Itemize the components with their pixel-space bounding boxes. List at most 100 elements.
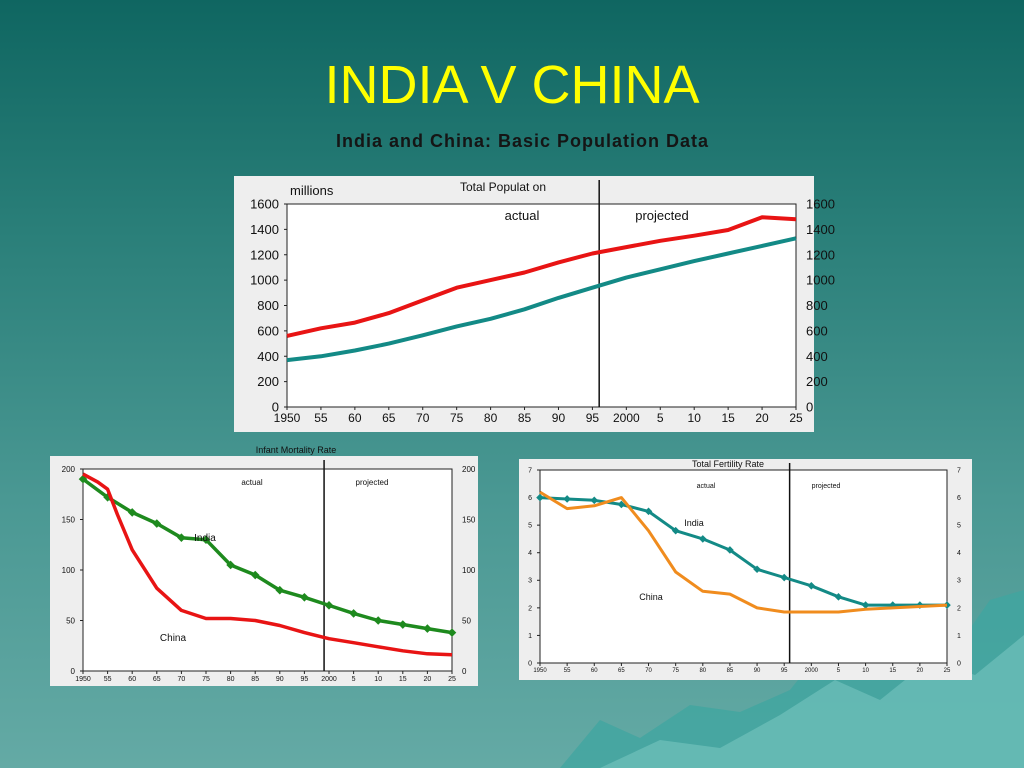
- x-tick-label: 60: [591, 668, 598, 674]
- y-tick-label-right: 1000: [806, 273, 835, 288]
- region-label-projected: projected: [812, 483, 841, 490]
- region-label-projected: projected: [635, 208, 688, 223]
- y-tick-label-right: 400: [806, 349, 828, 364]
- x-tick-label: 95: [781, 668, 788, 674]
- x-tick-label: 65: [618, 668, 625, 674]
- data-point-marker: [699, 535, 707, 543]
- y-tick-label-right: 7: [957, 467, 961, 474]
- x-tick-label: 60: [348, 411, 362, 425]
- x-tick-label: 55: [314, 411, 328, 425]
- x-tick-label: 75: [672, 668, 679, 674]
- y-tick-label-left: 100: [62, 566, 76, 575]
- x-tick-label: 10: [374, 676, 382, 683]
- y-tick-label-right: 200: [462, 465, 476, 474]
- x-tick-label: 95: [586, 411, 600, 425]
- y-tick-label-right: 50: [462, 616, 471, 625]
- x-tick-label: 1950: [533, 668, 547, 674]
- data-point-marker: [563, 495, 571, 503]
- data-point-marker: [807, 582, 816, 590]
- region-label-actual: actual: [505, 208, 540, 223]
- y-tick-label-left: 3: [528, 578, 532, 585]
- data-point-marker: [753, 565, 761, 574]
- y-tick-label-right: 2: [957, 605, 961, 612]
- x-tick-label: 75: [450, 411, 464, 425]
- x-tick-label: 15: [889, 668, 896, 674]
- data-point-marker: [726, 546, 734, 554]
- x-tick-label: 25: [789, 411, 803, 425]
- y-tick-label-left: 400: [257, 349, 279, 364]
- y-tick-label-right: 0: [462, 667, 467, 676]
- y-tick-label-right: 1600: [806, 197, 835, 212]
- x-tick-label: 5: [352, 676, 356, 683]
- chart-title: Infant Mortality Rate: [256, 445, 337, 455]
- series-label-china: China: [639, 592, 663, 602]
- x-tick-label: 90: [552, 411, 566, 425]
- y-tick-label-left: 200: [62, 465, 76, 474]
- y-tick-label-left: 800: [257, 298, 279, 313]
- y-tick-label-left: 50: [66, 616, 75, 625]
- y-tick-label-left: 2: [528, 605, 532, 612]
- region-label-projected: projected: [356, 478, 389, 487]
- y-tick-label-right: 4: [957, 550, 961, 557]
- data-point-marker: [201, 535, 211, 544]
- data-point-marker: [398, 620, 408, 629]
- data-point-marker: [834, 593, 843, 601]
- x-tick-label: 15: [399, 676, 407, 683]
- x-tick-label: 80: [484, 411, 498, 425]
- y-tick-label-left: 7: [528, 467, 532, 474]
- data-point-marker: [536, 493, 544, 502]
- x-tick-label: 10: [862, 668, 869, 674]
- series-line-0: [286, 215, 797, 338]
- data-point-marker: [127, 508, 137, 517]
- series-line-1: [286, 236, 797, 363]
- y-tick-label-left: 0: [528, 660, 532, 667]
- series-line-china: [539, 490, 948, 614]
- x-tick-label: 1950: [75, 676, 91, 683]
- series-line-china: [82, 472, 453, 657]
- y-tick-label-right: 1: [957, 633, 961, 640]
- y-tick-label-left: 600: [257, 323, 279, 338]
- x-tick-label: 65: [382, 411, 396, 425]
- y-tick-label-left: 1000: [250, 273, 279, 288]
- data-point-marker: [275, 585, 285, 595]
- x-tick-label: 2000: [321, 676, 337, 683]
- x-tick-label: 10: [688, 411, 702, 425]
- y-tick-label-right: 3: [957, 578, 961, 585]
- y-tick-label-left: 6: [528, 495, 532, 502]
- data-point-marker: [177, 533, 186, 542]
- y-tick-label-left: 150: [62, 515, 76, 524]
- y-tick-label-right: 5: [957, 523, 961, 530]
- y-tick-label-right: 0: [806, 400, 813, 415]
- y-tick-label-left: 5: [528, 523, 532, 530]
- x-tick-label: 60: [128, 676, 136, 683]
- data-point-marker: [780, 573, 788, 582]
- y-axis-label: millions: [290, 183, 334, 198]
- slide-title: INDIA V CHINA: [324, 55, 700, 115]
- x-tick-label: 25: [448, 676, 456, 683]
- x-tick-label: 70: [178, 676, 186, 683]
- y-tick-label-right: 150: [462, 515, 476, 524]
- x-tick-label: 2000: [805, 668, 819, 674]
- x-tick-label: 25: [944, 668, 951, 674]
- x-tick-label: 85: [251, 676, 259, 683]
- y-tick-label-left: 200: [257, 374, 279, 389]
- data-point-marker: [447, 628, 457, 637]
- x-tick-label: 15: [721, 411, 735, 425]
- series-label-china: China: [160, 633, 187, 644]
- chart-title: Total Fertility Rate: [692, 459, 764, 469]
- y-tick-label-left: 0: [272, 400, 279, 415]
- y-tick-label-left: 4: [528, 550, 532, 557]
- y-tick-label-left: 1600: [250, 197, 279, 212]
- data-point-marker: [423, 624, 432, 633]
- x-tick-label: 55: [564, 668, 571, 674]
- data-point-marker: [226, 560, 235, 570]
- data-point-marker: [152, 519, 162, 528]
- data-point-marker: [861, 601, 870, 609]
- data-point-marker: [250, 570, 260, 580]
- x-tick-label: 85: [727, 668, 734, 674]
- y-tick-label-left: 0: [71, 667, 76, 676]
- x-tick-label: 90: [276, 676, 284, 683]
